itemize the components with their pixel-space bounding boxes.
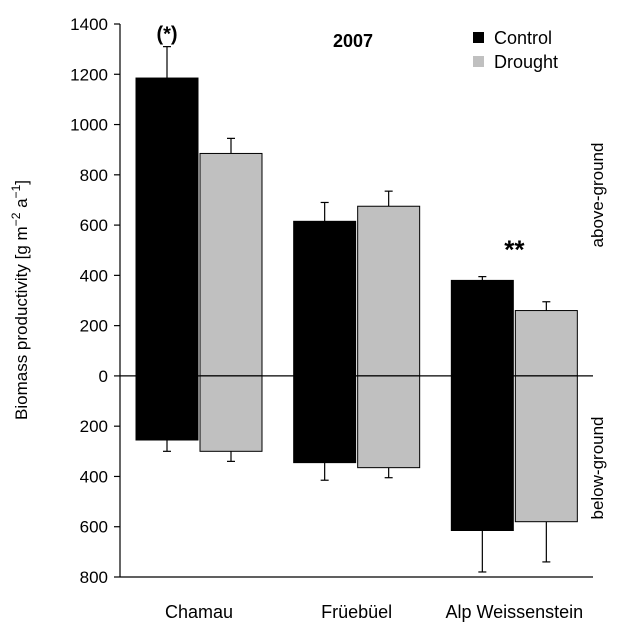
y-tick-label: 0 bbox=[99, 367, 108, 386]
category-labels-layer: Chamau Früebüel Alp Weissenstein bbox=[165, 602, 583, 622]
significance-annotation-chamau: (*) bbox=[156, 24, 177, 46]
chart-title: 2007 bbox=[333, 31, 373, 51]
legend: Control Drought bbox=[473, 28, 558, 72]
y-tick-label: 1000 bbox=[70, 116, 108, 135]
y-tick-label: 800 bbox=[80, 166, 108, 185]
bar-above-control bbox=[135, 77, 199, 377]
axes-layer bbox=[119, 24, 593, 578]
y-axis-title-mid: a bbox=[12, 198, 31, 213]
y-ticks-layer: 1400 1200 1000 800 600 400 200 0 200 400 600 800 bbox=[70, 15, 120, 587]
y-tick-label: 400 bbox=[80, 467, 108, 486]
category-label: Früebüel bbox=[321, 602, 392, 622]
bar-above-control bbox=[450, 279, 514, 377]
y-axis-title-exp2: −1 bbox=[9, 184, 23, 198]
bar-above-drought bbox=[357, 205, 421, 377]
error-bars-layer bbox=[163, 46, 551, 573]
bar-above-control bbox=[293, 220, 357, 377]
y-tick-label: 200 bbox=[80, 417, 108, 436]
bar-below-control bbox=[135, 375, 199, 441]
y-tick-label: 200 bbox=[80, 317, 108, 336]
legend-label-drought: Drought bbox=[494, 52, 558, 72]
y-axis-title: Biomass productivity [g m−2 a−1] bbox=[9, 180, 31, 420]
bars-layer bbox=[135, 77, 578, 531]
side-label-below-ground: below-ground bbox=[588, 416, 607, 519]
y-tick-label: 400 bbox=[80, 266, 108, 285]
y-axis-title-end: ] bbox=[12, 180, 31, 185]
bar-below-drought bbox=[357, 375, 421, 469]
bar-below-control bbox=[450, 375, 514, 531]
category-label: Alp Weissenstein bbox=[445, 602, 583, 622]
bar-above-drought bbox=[199, 152, 263, 377]
bar-below-control bbox=[293, 375, 357, 464]
legend-swatch-control bbox=[473, 32, 484, 43]
y-axis-title-text: Biomass productivity [g m bbox=[12, 226, 31, 420]
category-label: Chamau bbox=[165, 602, 233, 622]
significance-annotation-alp-weissenstein: ** bbox=[504, 235, 525, 265]
y-tick-label: 600 bbox=[80, 518, 108, 537]
bar-above-drought bbox=[514, 310, 578, 377]
side-label-above-ground: above-ground bbox=[588, 143, 607, 248]
y-tick-label: 1400 bbox=[70, 15, 108, 34]
y-tick-label: 1200 bbox=[70, 65, 108, 84]
legend-swatch-drought bbox=[473, 56, 484, 67]
y-tick-label: 600 bbox=[80, 216, 108, 235]
legend-label-control: Control bbox=[494, 28, 552, 48]
y-tick-label: 800 bbox=[80, 568, 108, 587]
bar-below-drought bbox=[514, 375, 578, 523]
bar-below-drought bbox=[199, 375, 263, 452]
y-axis-title-exp1: −2 bbox=[9, 212, 23, 226]
